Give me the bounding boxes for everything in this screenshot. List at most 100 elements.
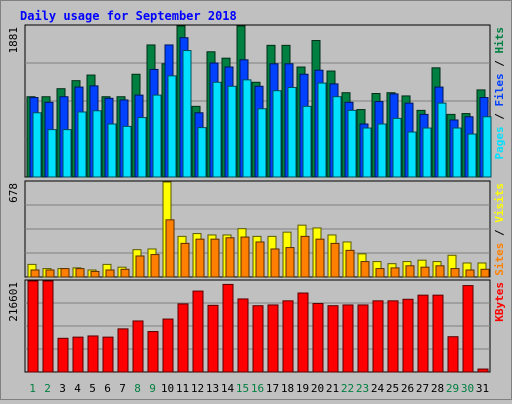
x-tick-label-day-24: 24: [371, 382, 385, 395]
bar-sites-day-13: [210, 238, 220, 278]
bar-kbytes-day-20: [312, 303, 324, 373]
bar-kbytes-day-14: [222, 283, 234, 373]
x-tick-label-day-28: 28: [431, 382, 444, 395]
legend-entry-sites: Sites: [493, 243, 506, 276]
bar-sites-day-20: [315, 238, 325, 278]
x-tick-label-day-6: 6: [104, 382, 111, 395]
legend-entry-visits: Visits: [493, 183, 506, 223]
y-max-label-bottom: 216601: [7, 282, 20, 322]
panel-middle: 678 Sites / Visits: [7, 180, 506, 278]
bar-pages-day-16: [257, 108, 267, 178]
bar-sites-day-10: [165, 219, 175, 278]
bar-pages-day-18: [287, 86, 297, 178]
bar-sites-day-8: [135, 255, 145, 278]
bar-kbytes-day-25: [387, 300, 399, 373]
bar-pages-day-19: [302, 105, 312, 178]
legend-entry-hits: Hits: [493, 27, 506, 54]
x-tick-label-day-5: 5: [89, 382, 96, 395]
bar-sites-day-31: [480, 268, 490, 278]
bar-sites-day-25: [390, 267, 400, 278]
chart-panels: 1881 Pages / Files / Hits 678 Sites / Visit…: [7, 24, 506, 373]
bar-pages-day-9: [152, 94, 162, 178]
bar-pages-day-27: [422, 127, 432, 178]
bar-sites-day-7: [120, 268, 130, 278]
bar-sites-day-19: [300, 235, 310, 278]
bar-pages-day-14: [227, 85, 237, 178]
bar-pages-day-15: [242, 79, 252, 178]
bar-sites-day-3: [60, 268, 70, 278]
bar-kbytes-day-9: [147, 331, 159, 373]
bar-sites-day-18: [285, 247, 295, 278]
legend-entry-pages: Pages: [493, 126, 506, 159]
x-tick-label-day-4: 4: [74, 382, 81, 395]
y-max-label-middle: 678: [7, 183, 20, 203]
bar-sites-day-15: [240, 236, 250, 278]
x-tick-label-day-26: 26: [401, 382, 414, 395]
bar-sites-day-21: [330, 242, 340, 278]
bar-pages-day-29: [452, 127, 462, 178]
bar-kbytes-day-23: [357, 304, 369, 373]
bar-sites-day-4: [75, 268, 85, 278]
bar-kbytes-day-4: [72, 336, 84, 373]
bar-kbytes-day-28: [432, 294, 444, 373]
legend-bottom: KBytes: [493, 282, 506, 322]
bar-sites-day-5: [90, 270, 100, 278]
x-tick-label-day-14: 14: [221, 382, 235, 395]
bar-pages-day-8: [137, 117, 147, 178]
bar-pages-day-26: [407, 131, 417, 178]
bar-sites-day-29: [450, 268, 460, 278]
x-tick-label-day-8: 8: [134, 382, 141, 395]
bar-kbytes-day-15: [237, 298, 249, 373]
bar-sites-day-1: [30, 269, 40, 278]
bar-pages-day-24: [377, 123, 387, 178]
bar-kbytes-day-27: [417, 294, 429, 373]
bar-sites-day-28: [435, 265, 445, 278]
x-tick-label-day-20: 20: [311, 382, 324, 395]
bar-sites-day-16: [255, 241, 265, 278]
x-tick-label-day-30: 30: [461, 382, 474, 395]
x-tick-label-day-17: 17: [266, 382, 279, 395]
bar-sites-day-11: [180, 242, 190, 278]
y-max-label-top: 1881: [7, 27, 20, 54]
bar-pages-day-31: [482, 116, 492, 178]
x-tick-label-day-9: 9: [149, 382, 156, 395]
bar-sites-day-22: [345, 249, 355, 278]
bar-kbytes-day-17: [267, 304, 279, 373]
bar-sites-day-24: [375, 268, 385, 278]
bar-sites-day-30: [465, 269, 475, 278]
bar-pages-day-28: [437, 102, 447, 178]
legend-separator: /: [493, 107, 506, 127]
bar-pages-day-3: [62, 129, 72, 178]
x-tick-label-day-1: 1: [29, 382, 36, 395]
bar-pages-day-4: [77, 111, 87, 178]
bar-sites-day-12: [195, 238, 205, 278]
x-tick-label-day-10: 10: [161, 382, 174, 395]
bar-sites-day-26: [405, 265, 415, 278]
x-tick-label-day-2: 2: [44, 382, 51, 395]
x-axis: 1 2 3 4 5 6 7 8 9 10 11 12 13 14 15 16 17 18 19 20 21 22 23 24 2…: [29, 382, 489, 395]
bar-pages-day-23: [362, 127, 372, 178]
bar-pages-day-30: [467, 133, 477, 178]
bar-sites-day-23: [360, 261, 370, 278]
legend-top: Pages / Files / Hits: [493, 27, 506, 160]
x-tick-label-day-21: 21: [326, 382, 339, 395]
bar-kbytes-day-5: [87, 335, 99, 373]
legend-entry-files: Files: [493, 73, 506, 106]
x-tick-label-day-13: 13: [206, 382, 219, 395]
bar-kbytes-day-11: [177, 303, 189, 373]
bar-pages-day-6: [107, 123, 117, 178]
bar-kbytes-day-26: [402, 298, 414, 373]
bar-pages-day-21: [332, 96, 342, 178]
bar-kbytes-day-21: [327, 305, 339, 373]
bar-kbytes-day-13: [207, 304, 219, 373]
bar-kbytes-day-6: [102, 336, 114, 373]
x-tick-label-day-29: 29: [446, 382, 459, 395]
bar-pages-day-11: [182, 50, 192, 178]
x-tick-label-day-11: 11: [176, 382, 189, 395]
bar-sites-day-27: [420, 266, 430, 278]
bar-pages-day-5: [92, 110, 102, 178]
bar-pages-day-25: [392, 117, 402, 178]
bar-kbytes-day-30: [462, 285, 474, 373]
x-tick-label-day-31: 31: [476, 382, 489, 395]
